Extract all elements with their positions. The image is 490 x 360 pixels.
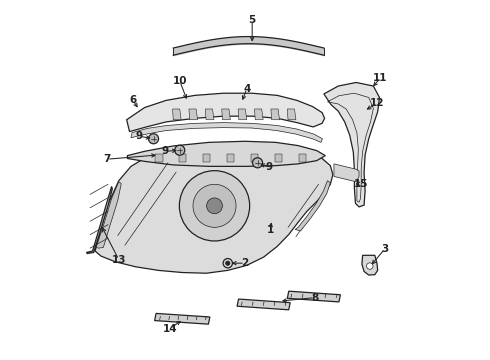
Polygon shape: [127, 141, 325, 166]
Polygon shape: [299, 154, 306, 162]
Circle shape: [175, 145, 185, 155]
Polygon shape: [203, 154, 210, 162]
Text: 4: 4: [243, 84, 250, 94]
Text: 15: 15: [354, 179, 369, 189]
Text: 7: 7: [103, 154, 111, 164]
Polygon shape: [237, 299, 290, 310]
Polygon shape: [87, 186, 112, 253]
Polygon shape: [155, 314, 210, 324]
Circle shape: [148, 134, 159, 144]
Polygon shape: [179, 154, 186, 162]
Polygon shape: [324, 82, 379, 207]
Polygon shape: [131, 123, 322, 142]
Circle shape: [367, 263, 373, 269]
Polygon shape: [172, 109, 181, 120]
Text: 9: 9: [266, 162, 273, 172]
Circle shape: [223, 258, 232, 268]
Text: 2: 2: [242, 258, 248, 268]
Polygon shape: [205, 109, 214, 120]
Text: 9: 9: [162, 146, 169, 156]
Polygon shape: [287, 291, 341, 302]
Text: 8: 8: [311, 293, 318, 303]
Text: 1: 1: [267, 225, 274, 235]
Polygon shape: [334, 164, 359, 182]
Polygon shape: [275, 154, 282, 162]
Polygon shape: [238, 109, 247, 120]
Text: 10: 10: [172, 76, 187, 86]
Text: 13: 13: [112, 255, 126, 265]
Circle shape: [252, 158, 263, 168]
Polygon shape: [126, 93, 324, 132]
Polygon shape: [287, 109, 296, 120]
Circle shape: [207, 198, 222, 214]
Polygon shape: [271, 109, 279, 120]
Text: 5: 5: [248, 15, 256, 26]
Circle shape: [179, 171, 250, 241]
Text: 3: 3: [381, 244, 389, 254]
Circle shape: [193, 184, 236, 227]
Text: 11: 11: [373, 73, 388, 83]
Text: 12: 12: [370, 98, 384, 108]
Polygon shape: [189, 109, 197, 120]
Polygon shape: [96, 182, 122, 248]
Polygon shape: [227, 154, 234, 162]
Text: 14: 14: [162, 324, 177, 334]
Polygon shape: [222, 109, 230, 120]
Polygon shape: [295, 181, 330, 231]
Polygon shape: [95, 144, 333, 273]
Polygon shape: [251, 154, 258, 162]
Polygon shape: [155, 154, 163, 162]
Polygon shape: [254, 109, 263, 120]
Text: 9: 9: [136, 131, 143, 141]
Circle shape: [225, 261, 230, 265]
Polygon shape: [362, 255, 378, 275]
Text: 6: 6: [129, 95, 137, 105]
